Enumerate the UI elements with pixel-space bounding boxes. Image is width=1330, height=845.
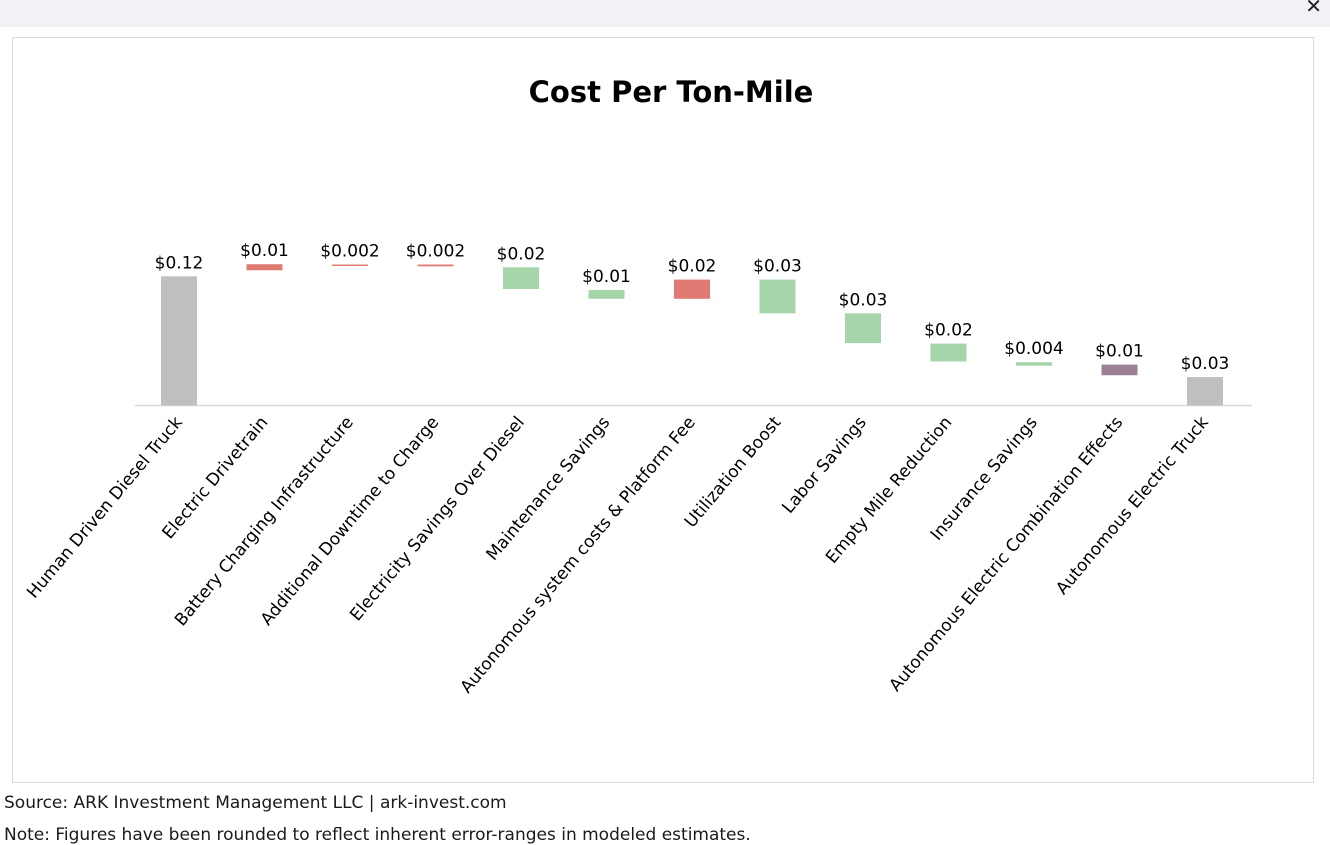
data-label: $0.03 [1181,354,1230,374]
bar-additional-downtime-to-charge [417,264,454,267]
bar-electricity-savings-over-diesel [503,267,539,290]
bar-labor-savings [845,313,881,344]
x-tick-label: Additional Downtime to Charge [257,413,443,630]
chart-title: Cost Per Ton-Mile [529,75,814,109]
bar-empty-mile-reduction [930,343,967,362]
data-label: $0.01 [1095,342,1144,362]
data-label: $0.03 [753,257,802,277]
bar-autonomous-electric-combination-effects [1101,364,1138,376]
data-label: $0.12 [155,253,204,273]
close-icon[interactable]: ✕ [1305,0,1322,18]
bar-maintenance-savings [588,290,625,299]
data-label: $0.004 [1004,339,1063,359]
x-tick-label: Autonomous Electric Truck [1052,413,1213,599]
x-tick-label: Electricity Savings Over Diesel [346,413,529,625]
bar-autonomous-electric-truck [1187,377,1223,406]
data-label: $0.002 [320,242,379,262]
bar-autonomous-system-costs-platform-fee [674,279,710,299]
window-top-strip: ✕ [0,0,1330,27]
data-label: $0.02 [668,257,717,277]
data-label: $0.01 [240,241,289,261]
x-tick-label: Battery Charging Infrastructure [171,413,358,630]
data-label: $0.03 [839,290,888,310]
data-label: $0.02 [924,321,973,341]
waterfall-chart: Cost Per Ton-Mile $0.12 $0.01 $0.002 $0.002… [23,75,1252,697]
chart-card: Cost Per Ton-Mile $0.12 $0.01 $0.002 $0.002… [12,37,1314,783]
x-tick-label: Human Driven Diesel Truck [23,413,187,603]
bar-utilization-boost [759,279,796,314]
data-label: $0.002 [406,242,465,262]
x-tick-label: Utilization Boost [681,413,786,532]
source-note: Source: ARK Investment Management LLC | … [4,793,507,813]
bar-insurance-savings [1016,362,1052,366]
bar-battery-charging-infrastructure [332,264,368,267]
footnote: Note: Figures have been rounded to refle… [4,825,751,845]
bar-human-driven-diesel-truck [161,276,197,406]
data-label: $0.01 [582,267,631,287]
bar-electric-drivetrain [246,264,283,271]
data-label: $0.02 [497,244,546,264]
x-tick-label: Labor Savings [778,413,870,518]
